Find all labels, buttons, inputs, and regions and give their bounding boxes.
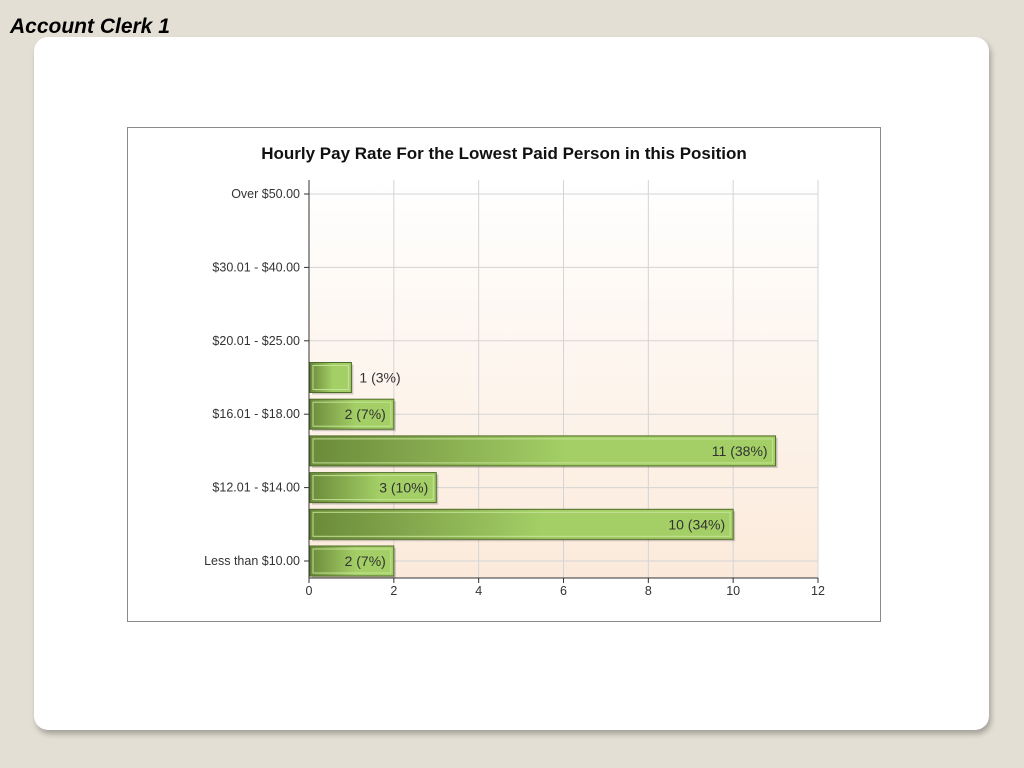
bar	[309, 508, 734, 540]
x-tick-label: 10	[726, 584, 740, 598]
x-tick-label: 6	[560, 584, 567, 598]
y-category-label: $16.01 - $18.00	[212, 407, 300, 421]
bar-group: 10 (34%)	[309, 508, 736, 542]
bar-bevel	[312, 511, 731, 537]
y-category-label: $30.01 - $40.00	[212, 260, 300, 274]
x-tick-label: 4	[475, 584, 482, 598]
bar-data-label: 2 (7%)	[345, 553, 386, 569]
bar-data-label: 11 (38%)	[712, 443, 768, 459]
chart-title: Hourly Pay Rate For the Lowest Paid Pers…	[261, 144, 747, 163]
x-tick-label: 2	[390, 584, 397, 598]
bar-group: 2 (7%)	[309, 545, 396, 578]
bar-bevel	[312, 438, 774, 464]
y-category-label: Less than $10.00	[204, 554, 300, 568]
x-tick-label: 12	[811, 584, 825, 598]
bar	[309, 435, 777, 467]
bar	[309, 545, 395, 577]
bar-group: 3 (10%)	[309, 472, 439, 505]
bar-data-label: 10 (34%)	[668, 516, 725, 532]
bar	[309, 472, 437, 504]
x-tick-label: 8	[645, 584, 652, 598]
bar-chart: 1 (3%) 2 (7%) 11 (38%) 3 (10%) 10 (34%) 2 (7%…	[204, 180, 825, 598]
bar-data-label: 1 (3%)	[359, 370, 400, 386]
bar-data-label: 3 (10%)	[379, 480, 428, 496]
bars: 1 (3%) 2 (7%) 11 (38%) 3 (10%) 10 (34%) 2 (7%…	[309, 362, 778, 578]
bar-group: 1 (3%)	[309, 362, 401, 395]
bar-bevel	[312, 401, 392, 427]
bar-bevel	[312, 548, 392, 574]
bar-group: 2 (7%)	[309, 398, 396, 432]
bar	[309, 398, 395, 430]
bar-group: 11 (38%)	[309, 435, 778, 468]
y-category-label: Over $50.00	[231, 187, 300, 201]
y-category-label: $12.01 - $14.00	[212, 481, 300, 495]
x-tick-label: 0	[306, 584, 313, 598]
slide-title: Account Clerk 1	[10, 15, 170, 38]
axes: Over $50.00 $30.01 - $40.00 $20.01 - $25.0…	[204, 180, 825, 598]
bar	[309, 362, 352, 393]
y-category-label: $20.01 - $25.00	[212, 334, 300, 348]
bar-bevel	[312, 475, 434, 501]
chart-frame: Hourly Pay Rate For the Lowest Paid Pers…	[127, 127, 881, 622]
bar-bevel	[312, 365, 349, 390]
bar-data-label: 2 (7%)	[345, 406, 386, 422]
